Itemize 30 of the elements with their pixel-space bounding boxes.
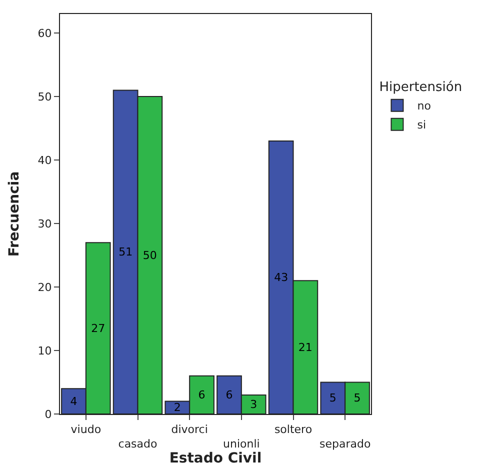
x-tick-label: casado — [118, 438, 158, 450]
x-tick-label: viudo — [70, 423, 102, 436]
y-tick-label: 40 — [38, 154, 52, 167]
data-label: 4 — [70, 394, 78, 408]
data-label: 5 — [329, 392, 336, 405]
y-tick-label: 20 — [38, 280, 52, 294]
x-tick-label: divorci — [171, 423, 208, 436]
data-label: 27 — [91, 322, 106, 335]
y-tick-label: 0 — [44, 408, 52, 421]
x-tick-label: separado — [319, 438, 371, 450]
y-axis-title: Frecuencia — [6, 171, 22, 257]
data-label: 50 — [142, 248, 157, 262]
data-label: 43 — [274, 270, 288, 284]
legend-label: si — [417, 118, 426, 132]
x-axis-title: Estado Civil — [169, 450, 262, 466]
legend-label: no — [417, 100, 432, 113]
data-label: 6 — [198, 388, 206, 402]
data-label: 51 — [118, 246, 133, 259]
data-label: 2 — [174, 401, 181, 414]
y-tick-label: 10 — [38, 344, 52, 358]
data-label: 5 — [354, 392, 361, 405]
legend-title: Hipertensión — [379, 80, 462, 95]
data-label: 3 — [250, 398, 258, 411]
y-tick-label: 60 — [38, 26, 52, 40]
x-tick-label: unionli — [223, 438, 260, 450]
data-label: 21 — [298, 340, 312, 354]
data-label: 6 — [226, 388, 233, 402]
y-tick-label: 30 — [38, 217, 52, 230]
y-tick-label: 50 — [38, 90, 52, 104]
x-tick-label: soltero — [274, 423, 312, 436]
